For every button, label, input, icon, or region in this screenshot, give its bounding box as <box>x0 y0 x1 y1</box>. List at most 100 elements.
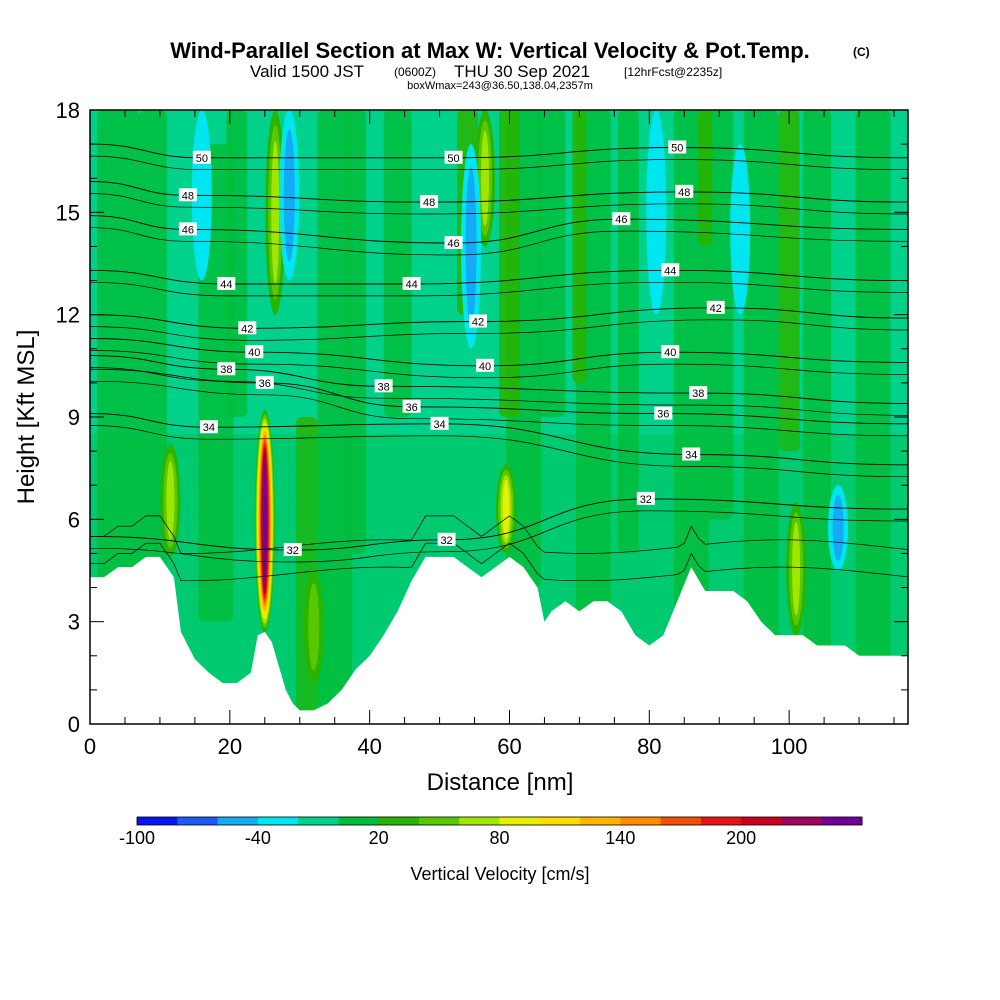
theta-label-text: 46 <box>447 238 459 250</box>
theta-label-text: 50 <box>447 153 459 165</box>
theta-label-text: 38 <box>692 388 704 400</box>
theta-contour-line <box>90 143 908 159</box>
y-tick-label: 0 <box>68 712 80 737</box>
theta-contour-line <box>90 193 908 215</box>
theta-label: 40 <box>476 358 495 373</box>
theta-contour-line <box>90 319 908 341</box>
colorbar-swatch <box>338 817 380 825</box>
colorbar-tick-label: -100 <box>119 828 155 848</box>
theta-label: 38 <box>689 386 708 400</box>
velocity-streak <box>383 110 412 417</box>
colorbar-tick-label: 140 <box>605 828 635 848</box>
colorbar-swatch <box>620 817 662 825</box>
theta-label: 50 <box>192 150 211 165</box>
colorbar-swatch <box>459 817 500 825</box>
colorbar-tick-label: 20 <box>369 828 389 848</box>
colorbar-swatch <box>821 817 863 825</box>
theta-contour-line <box>90 413 908 466</box>
theta-label-text: 50 <box>196 153 208 165</box>
theta-contour-line <box>90 269 908 285</box>
x-axis: 0 20 40 60 80 100 <box>84 110 895 759</box>
theta-label-text: 44 <box>405 279 417 291</box>
theta-contour-line <box>90 155 908 171</box>
subtitle-date: THU 30 Sep 2021 <box>454 62 590 81</box>
theta-label-text: 40 <box>479 361 491 373</box>
colorbar-swatch <box>418 817 460 825</box>
theta-label: 34 <box>199 420 218 434</box>
x-tick-label: 100 <box>771 734 808 759</box>
velocity-cores <box>160 110 849 684</box>
theta-label-text: 44 <box>664 265 676 277</box>
downdraft-core <box>734 163 746 296</box>
y-axis-label: Height [Kft MSL] <box>13 330 40 505</box>
theta-contour-line <box>90 425 908 478</box>
theta-label: 48 <box>420 195 439 209</box>
theta-label: 40 <box>661 345 680 359</box>
theta-label-text: 32 <box>287 545 299 557</box>
theta-label-text: 40 <box>248 347 260 359</box>
colorbar-label: Vertical Velocity [cm/s] <box>410 864 589 884</box>
title-mark: (C) <box>853 45 870 59</box>
theta-label-text: 34 <box>433 419 445 431</box>
colorbar-tick-label: 80 <box>489 828 509 848</box>
colorbar-swatch <box>177 817 219 825</box>
subtitle-utc: (0600Z) <box>394 65 436 79</box>
theta-label: 34 <box>430 416 449 431</box>
colorbar-swatch <box>217 817 259 825</box>
colorbar-swatch <box>660 817 702 825</box>
theta-label: 48 <box>675 184 694 199</box>
theta-label-text: 48 <box>182 190 194 202</box>
theta-label-text: 36 <box>405 402 417 414</box>
downdraft-core <box>283 129 295 262</box>
theta-label-text: 38 <box>220 364 232 376</box>
updraft-core <box>166 461 175 540</box>
colorbar: -100 -40 20 80 140 200 <box>119 816 863 848</box>
colorbar-swatch <box>378 817 420 825</box>
y-tick-label: 6 <box>68 507 80 532</box>
colorbar-swatch <box>580 817 621 825</box>
velocity-streak <box>778 110 800 452</box>
theta-label: 38 <box>217 362 236 376</box>
theta-label: 46 <box>178 222 197 236</box>
theta-label: 32 <box>636 491 655 506</box>
terrain-mask <box>90 556 908 724</box>
theta-label: 50 <box>668 140 687 155</box>
colorbar-swatch <box>781 817 823 825</box>
theta-label-text: 36 <box>259 378 271 390</box>
theta-contour-line <box>90 542 908 582</box>
velocity-streak <box>345 110 367 554</box>
theta-label: 50 <box>444 150 463 165</box>
theta-label-text: 38 <box>378 381 390 393</box>
theta-contour-line <box>90 281 908 297</box>
theta-label-text: 48 <box>423 197 435 209</box>
colorbar-tick-label: 200 <box>726 828 756 848</box>
theta-label-text: 42 <box>710 303 722 315</box>
updraft-core <box>502 479 510 539</box>
theta-label-text: 32 <box>440 535 452 547</box>
y-tick-label: 18 <box>56 98 80 123</box>
colorbar-swatch <box>137 817 178 825</box>
velocity-streak <box>698 110 713 247</box>
updraft-core <box>792 522 801 616</box>
theta-label: 34 <box>682 447 701 462</box>
subtitle: Valid 1500 JST (0600Z) THU 30 Sep 2021 [… <box>250 62 722 81</box>
y-tick-label: 3 <box>68 610 80 635</box>
theta-label: 32 <box>283 543 302 557</box>
theta-label: 36 <box>402 399 421 414</box>
theta-label: 42 <box>238 321 257 335</box>
theta-label: 46 <box>444 236 463 250</box>
colorbar-frame <box>136 816 863 826</box>
theta-label-text: 50 <box>671 143 683 155</box>
updraft-core <box>481 130 490 226</box>
theta-label-text: 44 <box>220 279 232 291</box>
velocity-streak <box>572 110 587 383</box>
theta-label: 42 <box>706 300 725 315</box>
y-tick-label: 15 <box>56 200 80 225</box>
theta-label-text: 42 <box>241 323 253 335</box>
downdraft-core <box>832 494 844 561</box>
subtitle-forecast: [12hrFcst@2235z] <box>624 65 722 79</box>
velocity-streak <box>673 110 709 724</box>
theta-label-text: 46 <box>615 214 627 226</box>
